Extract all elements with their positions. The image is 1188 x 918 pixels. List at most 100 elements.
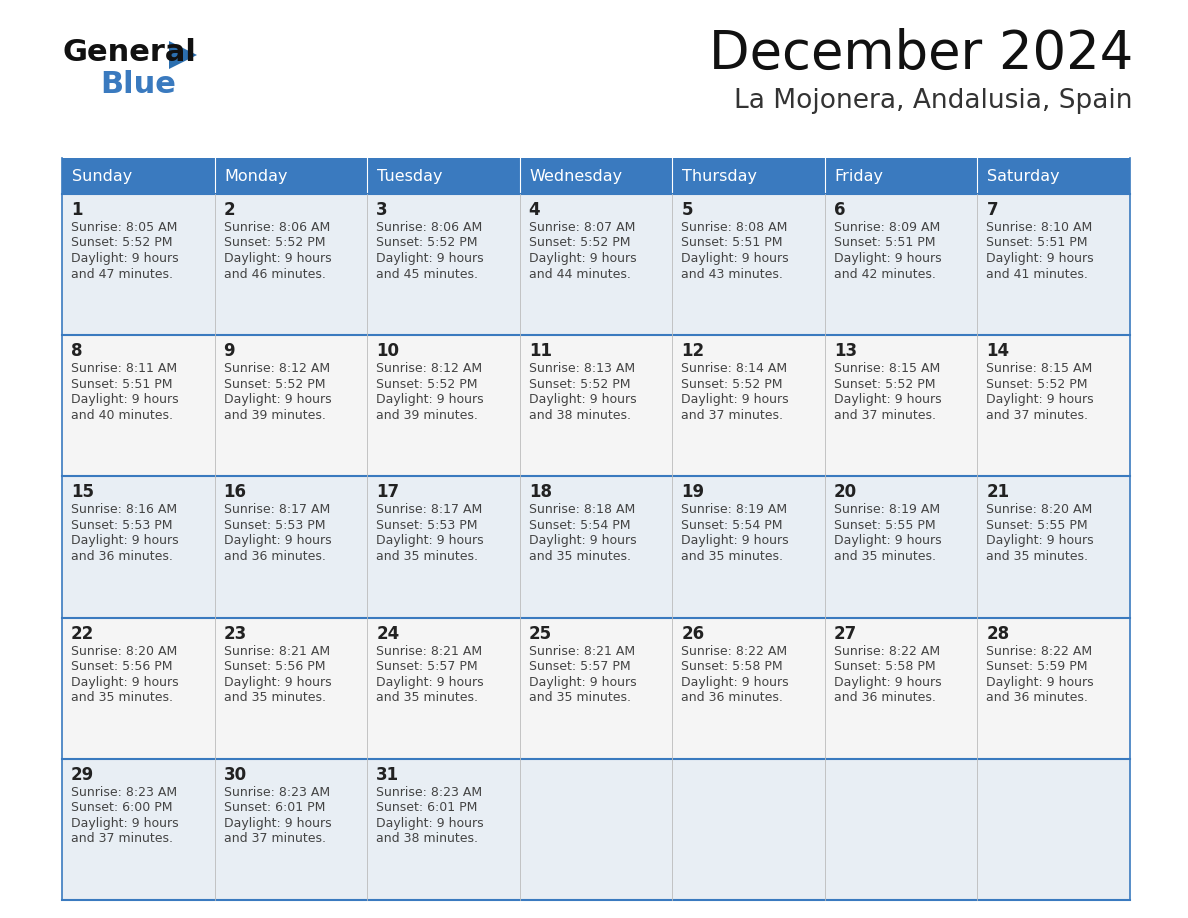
Text: Sunrise: 8:07 AM: Sunrise: 8:07 AM [529,221,636,234]
Text: Sunset: 5:58 PM: Sunset: 5:58 PM [681,660,783,673]
Text: Daylight: 9 hours: Daylight: 9 hours [223,534,331,547]
Text: and 35 minutes.: and 35 minutes. [377,550,478,563]
Bar [367,158,519,194]
Text: Daylight: 9 hours: Daylight: 9 hours [377,393,484,406]
Bar [672,158,824,194]
Text: 17: 17 [377,484,399,501]
Text: Wednesday: Wednesday [530,169,623,184]
Text: and 35 minutes.: and 35 minutes. [529,550,631,563]
Text: Sunset: 5:51 PM: Sunset: 5:51 PM [71,377,172,391]
Text: Daylight: 9 hours: Daylight: 9 hours [986,252,1094,265]
Text: Daylight: 9 hours: Daylight: 9 hours [71,534,178,547]
Text: and 35 minutes.: and 35 minutes. [223,691,326,704]
Text: Daylight: 9 hours: Daylight: 9 hours [377,534,484,547]
Text: Sunset: 5:55 PM: Sunset: 5:55 PM [834,519,935,532]
Text: 2: 2 [223,201,235,219]
Text: Saturday: Saturday [987,169,1060,184]
Text: and 35 minutes.: and 35 minutes. [986,550,1088,563]
Text: Sunday: Sunday [72,169,132,184]
Text: 20: 20 [834,484,857,501]
Text: and 36 minutes.: and 36 minutes. [71,550,173,563]
Text: 7: 7 [986,201,998,219]
Text: and 36 minutes.: and 36 minutes. [223,550,326,563]
Text: General: General [62,38,196,67]
Text: 10: 10 [377,342,399,360]
Text: 21: 21 [986,484,1010,501]
Text: Sunset: 5:51 PM: Sunset: 5:51 PM [834,237,935,250]
Text: Sunset: 5:56 PM: Sunset: 5:56 PM [223,660,326,673]
Text: Sunset: 5:58 PM: Sunset: 5:58 PM [834,660,935,673]
Text: and 44 minutes.: and 44 minutes. [529,267,631,281]
Text: Sunset: 5:52 PM: Sunset: 5:52 PM [223,237,326,250]
Text: Sunrise: 8:08 AM: Sunrise: 8:08 AM [681,221,788,234]
Bar [62,618,1130,759]
Text: 1: 1 [71,201,82,219]
Text: 12: 12 [681,342,704,360]
Text: Sunrise: 8:21 AM: Sunrise: 8:21 AM [529,644,634,657]
Text: and 46 minutes.: and 46 minutes. [223,267,326,281]
Text: Sunset: 5:52 PM: Sunset: 5:52 PM [71,237,172,250]
Text: Sunrise: 8:06 AM: Sunrise: 8:06 AM [223,221,330,234]
Text: Sunset: 5:52 PM: Sunset: 5:52 PM [223,377,326,391]
Text: Daylight: 9 hours: Daylight: 9 hours [681,534,789,547]
Text: Sunrise: 8:23 AM: Sunrise: 8:23 AM [377,786,482,799]
Text: Daylight: 9 hours: Daylight: 9 hours [681,252,789,265]
Text: and 35 minutes.: and 35 minutes. [377,691,478,704]
Text: Sunset: 5:52 PM: Sunset: 5:52 PM [529,237,630,250]
Text: and 40 minutes.: and 40 minutes. [71,409,173,421]
Text: Daylight: 9 hours: Daylight: 9 hours [681,676,789,688]
Text: 13: 13 [834,342,857,360]
Bar [978,158,1130,194]
Text: Daylight: 9 hours: Daylight: 9 hours [986,534,1094,547]
Text: Sunset: 5:56 PM: Sunset: 5:56 PM [71,660,172,673]
Text: Daylight: 9 hours: Daylight: 9 hours [377,252,484,265]
Text: Sunrise: 8:10 AM: Sunrise: 8:10 AM [986,221,1093,234]
Text: and 42 minutes.: and 42 minutes. [834,267,936,281]
Text: Daylight: 9 hours: Daylight: 9 hours [529,676,637,688]
Bar [62,759,1130,900]
Text: Sunset: 5:52 PM: Sunset: 5:52 PM [681,377,783,391]
Text: Sunrise: 8:22 AM: Sunrise: 8:22 AM [681,644,788,657]
Text: Sunrise: 8:19 AM: Sunrise: 8:19 AM [681,503,788,517]
Text: Daylight: 9 hours: Daylight: 9 hours [529,534,637,547]
Text: 14: 14 [986,342,1010,360]
Text: Sunrise: 8:18 AM: Sunrise: 8:18 AM [529,503,634,517]
Text: and 47 minutes.: and 47 minutes. [71,267,173,281]
Text: Sunrise: 8:17 AM: Sunrise: 8:17 AM [377,503,482,517]
Text: 3: 3 [377,201,387,219]
Text: and 35 minutes.: and 35 minutes. [681,550,783,563]
Text: Sunrise: 8:19 AM: Sunrise: 8:19 AM [834,503,940,517]
Text: 18: 18 [529,484,551,501]
Text: Sunrise: 8:06 AM: Sunrise: 8:06 AM [377,221,482,234]
Text: and 45 minutes.: and 45 minutes. [377,267,478,281]
Text: and 37 minutes.: and 37 minutes. [681,409,783,421]
Text: 19: 19 [681,484,704,501]
Text: and 43 minutes.: and 43 minutes. [681,267,783,281]
Text: Sunrise: 8:23 AM: Sunrise: 8:23 AM [71,786,177,799]
Text: 31: 31 [377,766,399,784]
Bar [62,158,215,194]
Text: and 39 minutes.: and 39 minutes. [223,409,326,421]
Text: Sunset: 5:52 PM: Sunset: 5:52 PM [377,377,478,391]
Text: Sunrise: 8:13 AM: Sunrise: 8:13 AM [529,363,634,375]
Text: Friday: Friday [835,169,884,184]
Text: and 38 minutes.: and 38 minutes. [377,833,478,845]
Text: and 37 minutes.: and 37 minutes. [223,833,326,845]
Text: Daylight: 9 hours: Daylight: 9 hours [834,676,941,688]
Text: Daylight: 9 hours: Daylight: 9 hours [377,676,484,688]
Text: Sunset: 5:57 PM: Sunset: 5:57 PM [377,660,478,673]
Text: Sunset: 5:59 PM: Sunset: 5:59 PM [986,660,1088,673]
Text: 8: 8 [71,342,82,360]
Text: Sunset: 5:52 PM: Sunset: 5:52 PM [377,237,478,250]
Text: Daylight: 9 hours: Daylight: 9 hours [223,393,331,406]
Text: 6: 6 [834,201,846,219]
Text: Sunrise: 8:09 AM: Sunrise: 8:09 AM [834,221,940,234]
Text: 16: 16 [223,484,247,501]
Text: and 37 minutes.: and 37 minutes. [71,833,173,845]
Text: Daylight: 9 hours: Daylight: 9 hours [834,393,941,406]
Text: December 2024: December 2024 [709,28,1133,80]
Text: Sunrise: 8:23 AM: Sunrise: 8:23 AM [223,786,330,799]
Text: Sunset: 5:54 PM: Sunset: 5:54 PM [529,519,630,532]
Text: Daylight: 9 hours: Daylight: 9 hours [834,252,941,265]
Text: 11: 11 [529,342,551,360]
